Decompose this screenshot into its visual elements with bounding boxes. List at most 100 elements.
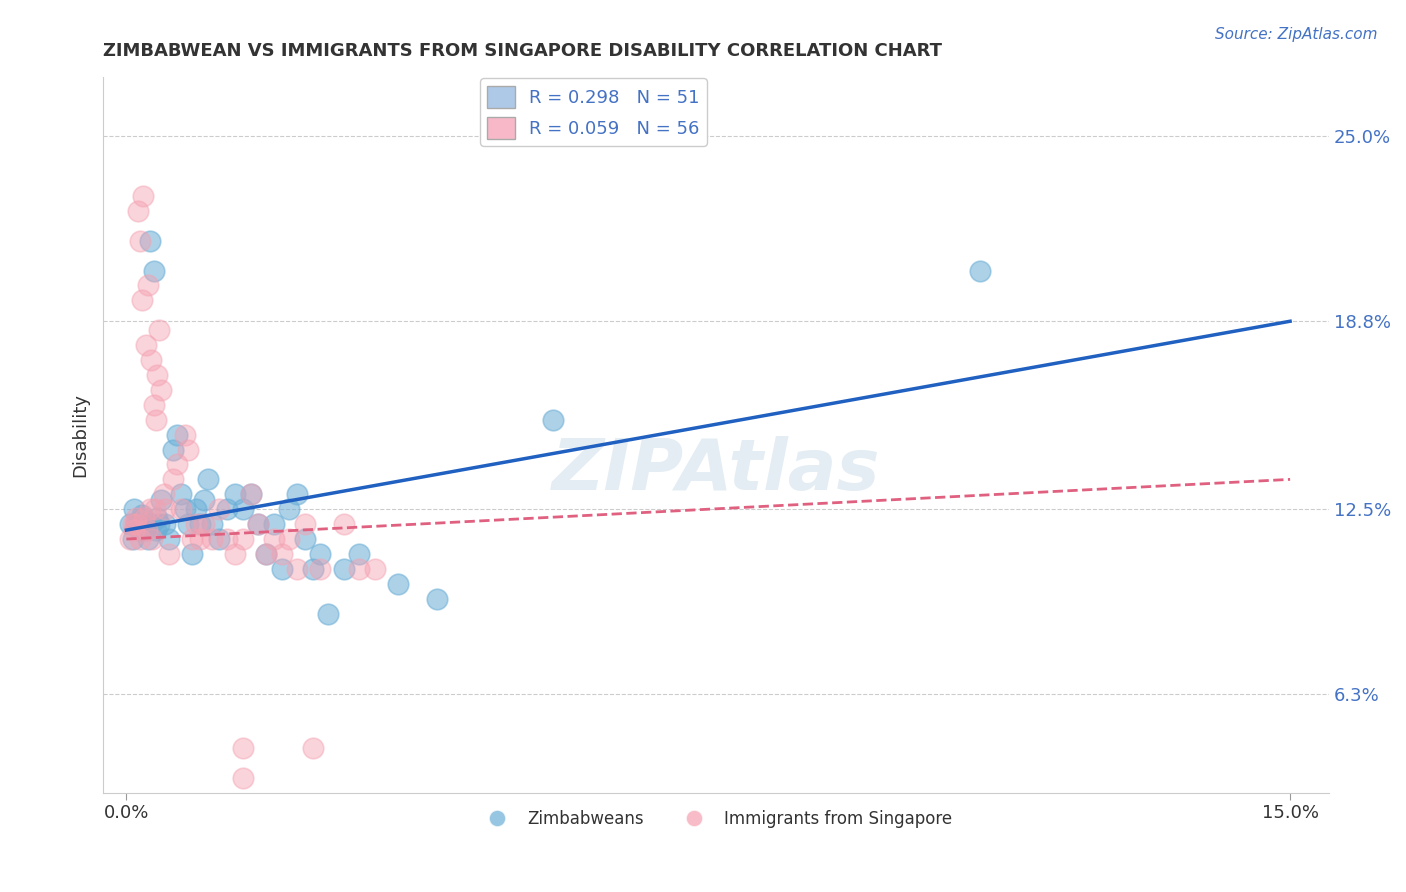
Point [426, 591, 449, 606]
Point [120, 517, 142, 532]
Point [181, 547, 204, 561]
Point [224, 547, 246, 561]
Point [150, 493, 173, 508]
Point [332, 517, 354, 532]
Point [170, 502, 193, 516]
Point [201, 532, 224, 546]
Point [193, 517, 215, 532]
Text: ZIMBABWEAN VS IMMIGRANTS FROM SINGAPORE DISABILITY CORRELATION CHART: ZIMBABWEAN VS IMMIGRANTS FROM SINGAPORE … [103, 42, 942, 60]
Point [208, 532, 231, 546]
Point [136, 532, 159, 546]
Point [232, 740, 254, 755]
Point [217, 502, 239, 516]
Point [188, 517, 211, 532]
Point [232, 771, 254, 785]
Point [186, 502, 208, 516]
Point [254, 547, 277, 561]
Point [270, 547, 292, 561]
Point [166, 458, 188, 472]
Point [186, 517, 208, 532]
Point [254, 547, 277, 561]
Point [162, 472, 184, 486]
Point [121, 532, 143, 546]
Point [247, 517, 270, 532]
Point [193, 493, 215, 508]
Point [153, 517, 176, 532]
Point [150, 383, 173, 397]
Point [127, 203, 149, 218]
Point [146, 368, 169, 382]
Legend: Zimbabweans, Immigrants from Singapore: Zimbabweans, Immigrants from Singapore [474, 803, 959, 834]
Point [285, 487, 308, 501]
Point [142, 263, 165, 277]
Point [121, 517, 143, 532]
Point [122, 502, 145, 516]
Point [294, 517, 316, 532]
Point [128, 532, 150, 546]
Point [141, 517, 163, 532]
Point [347, 562, 370, 576]
Point [188, 532, 211, 546]
Point [232, 502, 254, 516]
Point [127, 517, 149, 532]
Point [120, 532, 142, 546]
Point [969, 263, 991, 277]
Point [387, 576, 409, 591]
Point [270, 562, 292, 576]
Point [309, 547, 332, 561]
Point [247, 517, 270, 532]
Point [177, 517, 200, 532]
Point [541, 413, 564, 427]
Point [131, 293, 153, 308]
Point [157, 532, 180, 546]
Point [232, 532, 254, 546]
Point [173, 427, 195, 442]
Point [132, 511, 155, 525]
Point [141, 353, 163, 368]
Point [301, 562, 323, 576]
Point [148, 323, 170, 337]
Point [142, 398, 165, 412]
Text: ZIPAtlas: ZIPAtlas [551, 436, 880, 505]
Point [309, 562, 332, 576]
Point [138, 234, 160, 248]
Point [217, 532, 239, 546]
Point [153, 502, 176, 516]
Point [125, 517, 148, 532]
Point [224, 487, 246, 501]
Text: Source: ZipAtlas.com: Source: ZipAtlas.com [1215, 27, 1378, 42]
Point [239, 487, 262, 501]
Point [263, 517, 285, 532]
Point [157, 547, 180, 561]
Point [166, 427, 188, 442]
Point [181, 532, 204, 546]
Point [152, 487, 174, 501]
Point [132, 189, 155, 203]
Point [239, 487, 262, 501]
Point [316, 607, 339, 621]
Point [153, 800, 176, 814]
Point [145, 523, 167, 537]
Point [131, 508, 153, 523]
Point [173, 502, 195, 516]
Point [145, 413, 167, 427]
Point [332, 562, 354, 576]
Point [134, 511, 156, 525]
Point [363, 562, 385, 576]
Point [208, 502, 231, 516]
Point [136, 523, 159, 537]
Point [129, 523, 152, 537]
Point [347, 547, 370, 561]
Point [146, 511, 169, 525]
Point [148, 517, 170, 532]
Point [122, 523, 145, 537]
Point [201, 517, 224, 532]
Point [278, 532, 301, 546]
Point [285, 562, 308, 576]
Point [143, 502, 166, 516]
Point [138, 502, 160, 516]
Point [125, 517, 148, 532]
Point [177, 442, 200, 457]
Point [136, 278, 159, 293]
Point [141, 532, 163, 546]
